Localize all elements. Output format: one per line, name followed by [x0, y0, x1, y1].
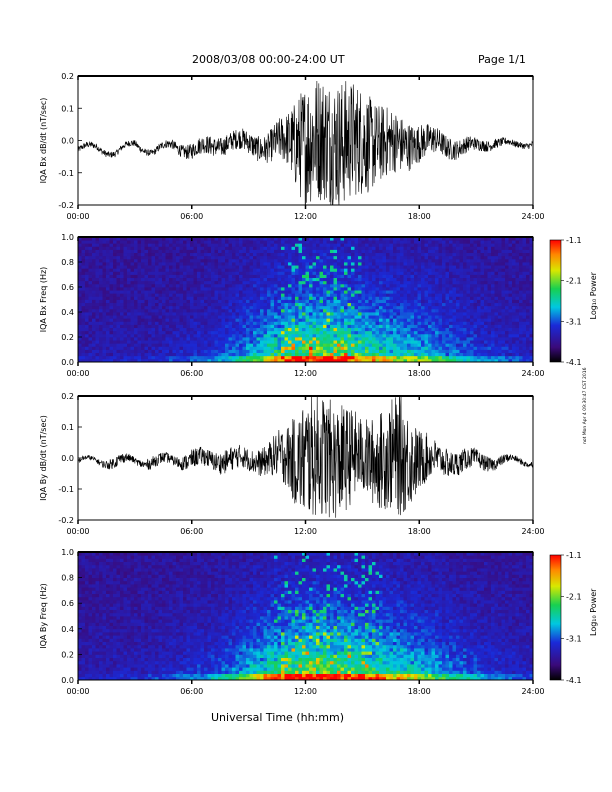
x-tick-label: 06:00 [180, 687, 203, 696]
y-tick-label: 0.2 [61, 650, 74, 659]
chart-title: 2008/03/08 00:00-24:00 UT [192, 53, 345, 66]
signal-2 [78, 396, 533, 518]
colorbar-label: Log₁₀ Power [589, 271, 598, 319]
y-tick-label: -0.2 [58, 516, 74, 525]
y-tick-label: 0.2 [61, 333, 74, 342]
y-tick-label: -0.1 [58, 169, 74, 178]
y-tick-label: 0.8 [61, 258, 74, 267]
x-tick-label: 18:00 [408, 527, 431, 536]
x-tick-label: 24:00 [521, 687, 544, 696]
y-tick-label: 1.0 [61, 548, 74, 557]
y-tick-label: -0.2 [58, 201, 74, 210]
y-axis-label: IQA By dB/dt (nT/sec) [39, 415, 48, 501]
colorbar-tick-label: -1.1 [566, 551, 582, 560]
signal-trace [78, 396, 533, 518]
colorbar-label: Log₁₀ Power [589, 588, 598, 636]
y-tick-label: 0.0 [61, 137, 74, 146]
y-axis-label: IQA Bx dB/dt (nT/sec) [39, 98, 48, 184]
y-tick-label: 0.0 [61, 454, 74, 463]
y-tick-label: 0.2 [61, 392, 74, 401]
colorbar-tick-label: -1.1 [566, 236, 582, 245]
signal-0 [78, 81, 533, 205]
x-tick-label: 12:00 [294, 687, 317, 696]
x-tick-label: 06:00 [180, 212, 203, 221]
y-tick-label: 0.4 [61, 308, 74, 317]
y-tick-label: 0.8 [61, 574, 74, 583]
x-tick-label: 06:00 [180, 369, 203, 378]
spectrogram-1 [78, 237, 534, 363]
colorbar-tick-label: -3.1 [566, 317, 582, 326]
x-tick-label: 18:00 [408, 687, 431, 696]
y-tick-label: 0.1 [61, 104, 74, 113]
x-tick-label: 12:00 [294, 212, 317, 221]
y-axis-label: IQA By Freq (Hz) [39, 583, 48, 649]
colorbar-tick-label: -2.1 [566, 277, 582, 286]
x-tick-label: 24:00 [521, 369, 544, 378]
y-axis-label: IQA Bx Freq (Hz) [39, 267, 48, 333]
colorbar-tick-label: -4.1 [566, 676, 582, 685]
colorbar-tick-label: -3.1 [566, 634, 582, 643]
x-tick-label: 00:00 [66, 687, 89, 696]
colorbar-tick-label: -2.1 [566, 593, 582, 602]
spectrogram-3 [78, 552, 534, 681]
x-tick-label: 00:00 [66, 369, 89, 378]
colorbar-3 [549, 554, 562, 681]
x-tick-label: 00:00 [66, 527, 89, 536]
y-tick-label: 0.6 [61, 599, 74, 608]
x-tick-label: 06:00 [180, 527, 203, 536]
y-tick-label: 0.1 [61, 423, 74, 432]
signal-trace [78, 81, 533, 205]
y-tick-label: 0.6 [61, 283, 74, 292]
x-tick-label: 18:00 [408, 212, 431, 221]
y-tick-label: 0.4 [61, 625, 74, 634]
y-tick-label: 0.0 [61, 358, 74, 367]
x-tick-label: 00:00 [66, 212, 89, 221]
y-tick-label: -0.1 [58, 485, 74, 494]
x-tick-label: 24:00 [521, 527, 544, 536]
x-axis-title: Universal Time (hh:mm) [211, 711, 344, 724]
y-tick-label: 1.0 [61, 233, 74, 242]
x-tick-label: 12:00 [294, 369, 317, 378]
y-tick-label: 0.2 [61, 72, 74, 81]
colorbar-tick-label: -4.1 [566, 358, 582, 367]
page-indicator: Page 1/1 [478, 53, 526, 66]
x-tick-label: 18:00 [408, 369, 431, 378]
x-tick-label: 24:00 [521, 212, 544, 221]
x-tick-label: 12:00 [294, 527, 317, 536]
colorbar-1 [549, 239, 562, 363]
y-tick-label: 0.0 [61, 676, 74, 685]
